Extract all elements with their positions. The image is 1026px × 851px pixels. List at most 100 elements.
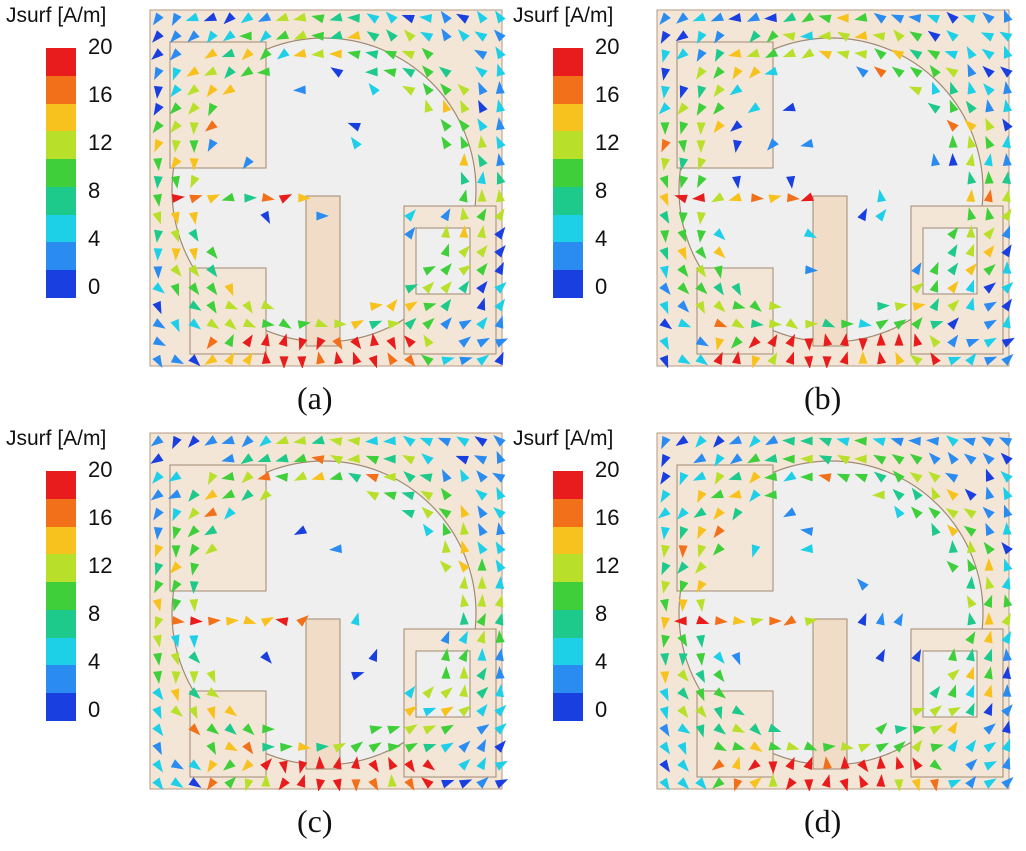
colorbar-tick-label: 0 — [88, 274, 101, 299]
current-arrow — [804, 617, 818, 627]
slot-top-left — [169, 464, 267, 592]
current-arrow — [712, 777, 725, 789]
current-arrow — [422, 82, 434, 96]
current-arrow — [982, 65, 995, 78]
current-arrow — [660, 653, 670, 666]
current-arrow — [965, 100, 977, 114]
colorbar-segment — [553, 637, 583, 666]
current-arrow — [713, 282, 724, 296]
current-arrow — [440, 118, 452, 132]
current-arrow — [293, 12, 307, 22]
feed-line — [305, 618, 341, 770]
current-arrow — [494, 723, 507, 735]
current-arrow — [262, 742, 275, 752]
current-arrow — [713, 102, 725, 115]
current-arrow — [890, 437, 904, 447]
current-arrow — [383, 50, 397, 60]
current-arrow — [768, 774, 778, 787]
current-arrow — [1001, 353, 1014, 366]
current-arrow — [875, 722, 888, 735]
current-arrow — [679, 85, 689, 99]
colorbar-segment — [46, 609, 76, 638]
colorbar-tick-label: 20 — [595, 34, 620, 59]
current-arrow — [261, 319, 275, 328]
current-arrow — [478, 99, 488, 114]
current-arrow — [782, 32, 796, 42]
current-arrow — [188, 705, 198, 720]
current-arrow — [659, 210, 670, 224]
current-arrow — [695, 705, 707, 718]
current-arrow — [661, 544, 670, 558]
current-arrow — [728, 48, 742, 58]
current-arrow — [404, 777, 415, 791]
current-arrow — [460, 540, 470, 554]
current-arrow — [713, 741, 727, 752]
current-arrow — [401, 50, 415, 60]
current-arrow — [713, 507, 725, 520]
current-arrow — [894, 505, 905, 519]
current-arrow — [441, 780, 455, 789]
current-arrow — [496, 450, 506, 464]
current-arrow — [154, 66, 164, 81]
colorbar — [46, 471, 76, 721]
current-arrow — [440, 742, 454, 753]
current-arrow — [316, 211, 329, 221]
current-arrow — [931, 153, 940, 167]
colorbar-segment — [553, 609, 583, 638]
current-arrow — [877, 301, 890, 311]
current-arrow — [189, 635, 199, 648]
current-arrow — [661, 85, 670, 99]
current-arrow — [678, 545, 688, 558]
current-arrow — [298, 193, 311, 203]
current-arrow — [768, 723, 782, 732]
current-arrow — [965, 352, 977, 366]
colorbar-tick-label: 16 — [595, 82, 620, 107]
colorbar-ticks: 20 16 12 8 4 0 — [595, 459, 643, 729]
current-arrow — [204, 489, 218, 500]
current-arrow — [260, 210, 271, 224]
current-arrow — [493, 507, 506, 519]
current-arrow — [785, 351, 794, 365]
current-arrow — [494, 281, 507, 294]
current-arrow — [153, 85, 163, 99]
current-arrow — [422, 759, 436, 771]
current-arrow — [329, 12, 343, 22]
current-arrow — [477, 505, 488, 519]
current-arrow — [659, 282, 671, 295]
current-arrow — [768, 761, 778, 774]
colorbar-segment — [553, 582, 583, 610]
current-arrow — [257, 453, 271, 462]
current-arrow — [348, 472, 362, 483]
current-arrow — [150, 489, 164, 501]
current-arrow — [441, 540, 451, 553]
current-arrow — [800, 544, 814, 554]
current-arrow — [189, 158, 199, 171]
current-arrow — [713, 120, 725, 134]
current-arrow — [823, 756, 832, 770]
current-arrow — [748, 66, 761, 79]
colorbar-segment — [553, 159, 583, 187]
current-arrow — [476, 297, 486, 311]
current-arrow — [749, 723, 762, 736]
current-arrow — [496, 135, 506, 150]
current-arrow — [221, 192, 235, 202]
current-arrow — [892, 488, 905, 501]
current-arrow — [928, 471, 941, 483]
current-arrow — [170, 354, 184, 364]
current-arrow — [661, 157, 670, 171]
current-arrow — [661, 49, 671, 63]
colorbar-tick-label: 8 — [595, 601, 608, 626]
current-arrow — [677, 669, 689, 682]
current-arrow — [983, 282, 996, 294]
current-arrow — [476, 630, 486, 644]
current-arrow — [1001, 315, 1011, 329]
current-arrow — [783, 507, 797, 518]
current-arrow — [170, 229, 180, 243]
current-arrow — [983, 319, 997, 330]
current-arrow — [1003, 99, 1013, 113]
current-arrow — [494, 704, 507, 717]
panel-caption: (d) — [804, 803, 842, 839]
current-arrow — [822, 318, 836, 328]
current-arrow — [909, 66, 923, 78]
current-arrow — [695, 336, 709, 347]
